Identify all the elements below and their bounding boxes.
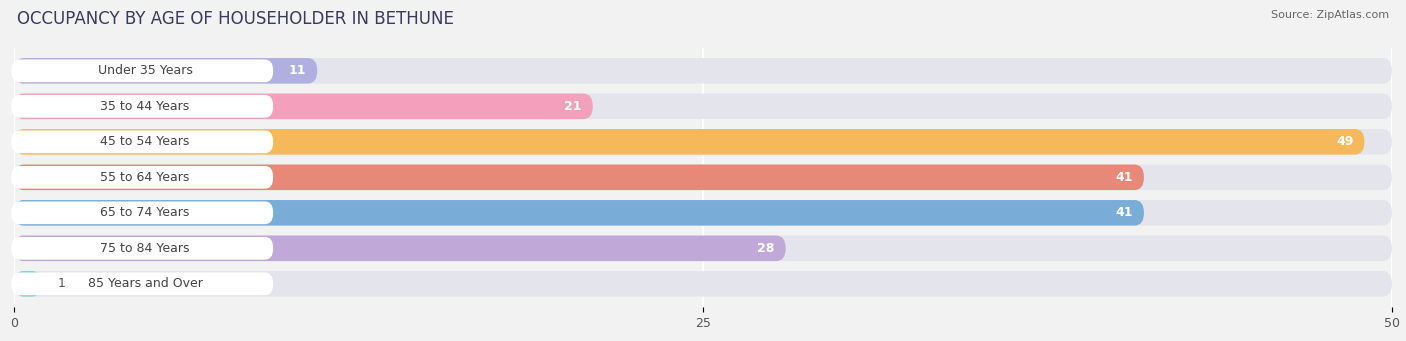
FancyBboxPatch shape [14, 271, 1392, 297]
Text: 41: 41 [1115, 206, 1133, 219]
FancyBboxPatch shape [14, 165, 1144, 190]
Text: 21: 21 [564, 100, 582, 113]
Text: 75 to 84 Years: 75 to 84 Years [100, 242, 190, 255]
Text: 28: 28 [758, 242, 775, 255]
FancyBboxPatch shape [11, 131, 273, 153]
Text: 55 to 64 Years: 55 to 64 Years [100, 171, 190, 184]
FancyBboxPatch shape [14, 93, 593, 119]
Text: 11: 11 [288, 64, 307, 77]
Text: 41: 41 [1115, 171, 1133, 184]
FancyBboxPatch shape [14, 236, 1392, 261]
FancyBboxPatch shape [14, 271, 42, 297]
FancyBboxPatch shape [11, 95, 273, 118]
FancyBboxPatch shape [11, 59, 273, 82]
Text: Source: ZipAtlas.com: Source: ZipAtlas.com [1271, 10, 1389, 20]
FancyBboxPatch shape [14, 58, 1392, 84]
FancyBboxPatch shape [14, 129, 1392, 154]
Text: 85 Years and Over: 85 Years and Over [87, 277, 202, 290]
Text: 65 to 74 Years: 65 to 74 Years [100, 206, 190, 219]
FancyBboxPatch shape [11, 166, 273, 189]
Text: OCCUPANCY BY AGE OF HOUSEHOLDER IN BETHUNE: OCCUPANCY BY AGE OF HOUSEHOLDER IN BETHU… [17, 10, 454, 28]
FancyBboxPatch shape [14, 165, 1392, 190]
Text: 35 to 44 Years: 35 to 44 Years [100, 100, 190, 113]
FancyBboxPatch shape [14, 93, 1392, 119]
Text: 45 to 54 Years: 45 to 54 Years [100, 135, 190, 148]
FancyBboxPatch shape [11, 272, 273, 295]
Text: 1: 1 [58, 277, 66, 290]
FancyBboxPatch shape [14, 200, 1392, 226]
FancyBboxPatch shape [11, 202, 273, 224]
Text: 49: 49 [1336, 135, 1354, 148]
Text: Under 35 Years: Under 35 Years [97, 64, 193, 77]
FancyBboxPatch shape [14, 129, 1364, 154]
FancyBboxPatch shape [14, 58, 318, 84]
FancyBboxPatch shape [11, 237, 273, 260]
FancyBboxPatch shape [14, 200, 1144, 226]
FancyBboxPatch shape [14, 236, 786, 261]
